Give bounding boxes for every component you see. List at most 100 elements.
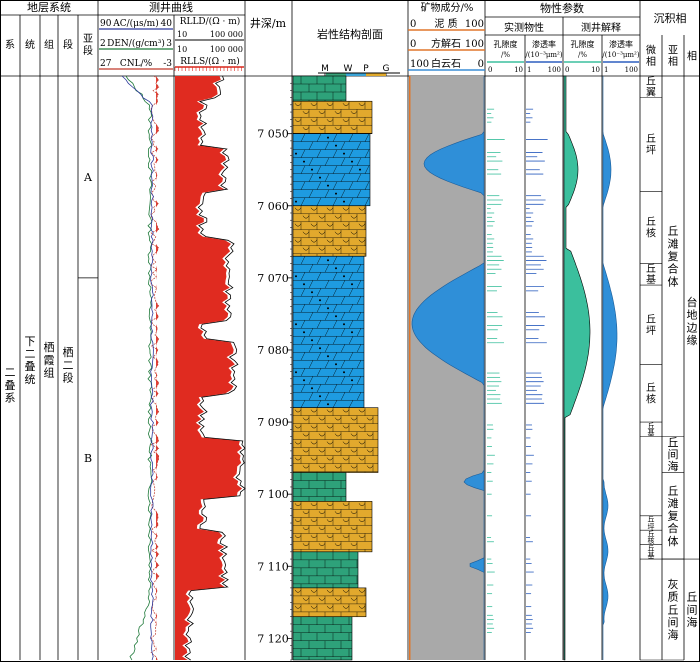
track1-max-0: 40	[161, 19, 173, 29]
dolomite-slash	[356, 157, 362, 166]
physical-params-title: 物性参数	[540, 1, 584, 15]
sub-facies-label-char: 丘	[668, 484, 679, 497]
dolomite-fill	[411, 76, 485, 660]
legend-letter-P: P	[363, 64, 369, 74]
strat-series-value-char: 二	[25, 347, 36, 360]
bioclast-symbol	[318, 449, 326, 453]
dolomite-slash	[332, 181, 338, 190]
sub-facies-right-label-char: 丘	[687, 591, 698, 604]
micro-facies-label: 丘核	[646, 382, 656, 406]
bioclast-symbol	[310, 409, 318, 413]
bioclast-symbol	[302, 527, 310, 531]
phys-tracks	[487, 75, 618, 661]
vug-dot	[335, 363, 337, 366]
strat-formation-value-char: 栖	[44, 340, 55, 354]
dolomite-slash	[324, 312, 330, 321]
legend-color-P	[366, 73, 386, 76]
dolomite-slash	[300, 133, 306, 142]
dolomite-slash	[300, 288, 306, 297]
log-track2-header: RLLD/(Ω · m) 10 100 000 10 100 000 RLLS/(Ω · …	[174, 16, 244, 71]
vug-dot	[327, 403, 329, 406]
dolomite-slash	[332, 304, 338, 313]
bioclast-symbol	[334, 417, 342, 421]
dolomite-slash	[348, 288, 354, 297]
dolomite-slash	[300, 149, 306, 158]
micro-facies-label: 丘坪	[648, 515, 655, 531]
dolomite-slash	[356, 376, 362, 385]
track2-min-0: 10	[177, 30, 187, 39]
dolomite-slash	[356, 328, 362, 337]
bioclast-symbol	[310, 457, 318, 461]
bioclast-symbol	[294, 503, 302, 507]
dolomite-slash	[332, 165, 338, 174]
strat-col-series: 统	[25, 38, 35, 51]
dolomite-slash	[340, 296, 346, 305]
vug-dot	[327, 307, 329, 310]
sub-facies-label-char: 体	[668, 534, 679, 548]
bioclast-symbol	[302, 215, 310, 219]
phys-unit-perm_i: /(10⁻³μm²)	[602, 51, 639, 59]
dolomite-slash	[348, 400, 354, 408]
bioclast-symbol	[358, 207, 366, 211]
bioclast-symbol	[318, 247, 326, 251]
sub-facies-label-char: 质	[668, 591, 679, 604]
strat-system-title: 地层系统	[27, 1, 71, 14]
bioclast-symbol	[358, 519, 366, 523]
lithology-profile-title: 岩性结构剖面	[317, 27, 383, 41]
facies-label-char: 地	[687, 309, 698, 322]
strat-series-value-char: 叠	[25, 360, 36, 373]
rlls-fill	[175, 76, 243, 660]
strat-col-member: 段	[63, 38, 73, 51]
bioclast-symbol	[350, 527, 358, 531]
facies-label-char: 台	[687, 295, 698, 309]
lithology-interval-lime_yellow	[292, 100, 373, 134]
bioclast-symbol	[310, 535, 318, 539]
dolomite-slash	[300, 197, 306, 206]
interp-perm-fill	[602, 76, 618, 660]
lithology-block	[292, 75, 347, 102]
mineral-max-1: 100	[465, 39, 484, 50]
dolomite-slash	[316, 149, 322, 158]
ac-curve	[121, 75, 154, 661]
bioclast-symbol	[350, 465, 358, 469]
dolomite-slash	[356, 264, 362, 273]
dolomite-slash	[364, 149, 370, 158]
phys-header-porosity_i: 孔隙度 /% 0 10	[564, 39, 601, 74]
vug-dot	[351, 283, 353, 286]
phys-label-perm: 渗透率	[532, 39, 556, 49]
bioclast-symbol	[326, 409, 334, 413]
micro-facies-label: 丘核	[648, 529, 655, 545]
dolomite-slash	[324, 328, 330, 337]
dolomite-slash	[308, 141, 314, 150]
phys-label-perm_i: 渗透率	[609, 39, 633, 49]
dolomite-slash	[356, 344, 362, 353]
bioclast-symbol	[342, 409, 350, 413]
bioclast-symbol	[310, 223, 318, 227]
sub-facies-label-char: 间	[668, 616, 679, 629]
dolomite-slash	[316, 336, 322, 345]
phys-max-porosity_i: 10	[591, 66, 600, 74]
phys-max-perm_i: 100	[625, 66, 638, 74]
lithology-interval-dolo_green	[292, 472, 347, 502]
bioclast-symbol	[318, 465, 326, 469]
dolomite-slash	[340, 264, 346, 273]
bioclast-symbol	[294, 519, 302, 523]
dolomite-slash	[340, 189, 346, 198]
bioclast-symbol	[334, 465, 342, 469]
bioclast-symbol	[302, 465, 310, 469]
cnl-fill	[156, 76, 159, 660]
bioclast-symbol	[310, 441, 318, 445]
bioclast-symbol	[326, 207, 334, 211]
dolomite-slash	[356, 173, 362, 182]
submember-header-char: 段	[83, 44, 93, 57]
dolomite-slash	[332, 256, 338, 265]
log-track1-curves	[121, 75, 160, 661]
strat-series-value-char: 统	[25, 373, 36, 386]
depth-tick-label: 7 080	[257, 344, 289, 357]
bioclast-symbol	[358, 535, 366, 539]
mineral-label-1: 方解石	[431, 37, 461, 50]
strat-series-value-char: 下	[25, 335, 36, 348]
mineral-max-0: 100	[465, 19, 484, 30]
bioclast-symbol	[302, 597, 310, 601]
track1-max-2: -3	[163, 59, 172, 69]
